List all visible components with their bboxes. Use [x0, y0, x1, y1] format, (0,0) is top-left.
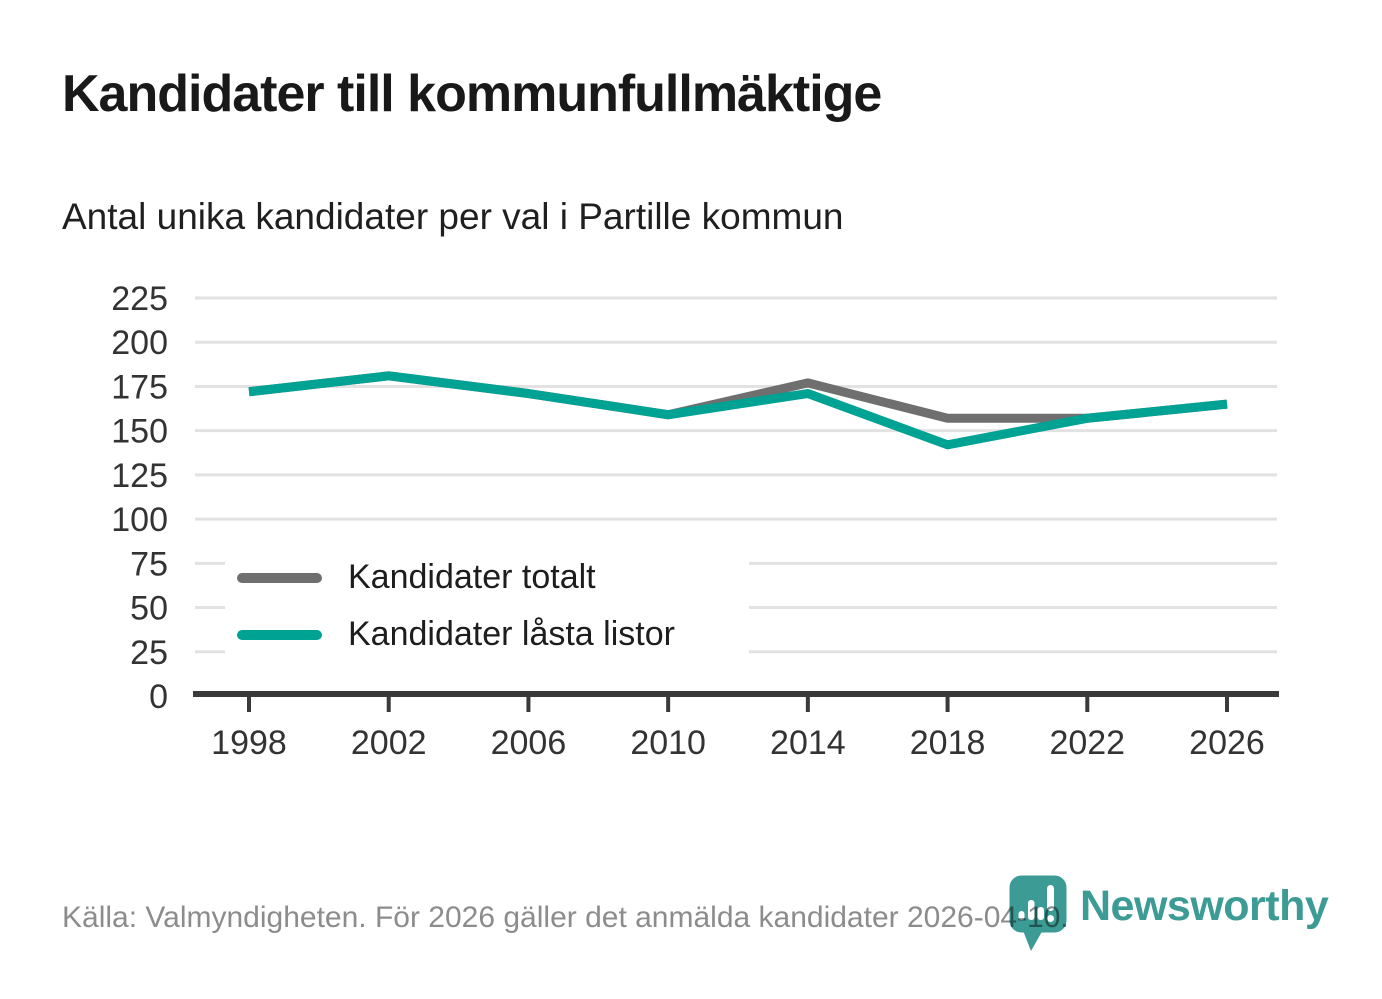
- y-tick-label: 200: [111, 324, 168, 362]
- x-tick-label: 1998: [211, 724, 287, 762]
- y-tick-label: 175: [111, 368, 168, 406]
- chart-legend: Kandidater totalt Kandidater låsta listo…: [225, 549, 749, 663]
- y-tick-label: 125: [111, 457, 168, 495]
- x-tick-label: 2018: [910, 724, 986, 762]
- source-note: Källa: Valmyndigheten. För 2026 gäller d…: [62, 901, 1069, 934]
- x-tick-label: 2022: [1049, 724, 1125, 762]
- x-tick-label: 2010: [630, 724, 706, 762]
- legend-item-total: Kandidater totalt: [225, 550, 749, 606]
- y-tick-label: 75: [130, 545, 168, 583]
- newsworthy-wordmark: Newsworthy: [1080, 882, 1329, 930]
- y-tick-label: 150: [111, 413, 168, 451]
- legend-label-total: Kandidater totalt: [348, 558, 596, 596]
- series-line-0: [248, 371, 1228, 423]
- y-tick-label: 50: [130, 590, 168, 628]
- legend-swatch-locked-lists: [237, 629, 322, 640]
- newsworthy-logo: Newsworthy: [1008, 874, 1329, 954]
- x-tick-label: 2002: [351, 724, 427, 762]
- chart-title: Kandidater till kommunfullmäktige: [62, 65, 882, 123]
- legend-swatch-total: [237, 572, 322, 583]
- x-tick-label: 2014: [770, 724, 846, 762]
- y-tick-label: 100: [111, 501, 168, 539]
- y-tick-label: 25: [130, 634, 168, 672]
- x-tick-label: 2006: [491, 724, 567, 762]
- series-line-1: [248, 371, 1228, 450]
- y-tick-label: 0: [149, 678, 168, 716]
- x-tick-label: 2026: [1189, 724, 1265, 762]
- legend-label-locked-lists: Kandidater låsta listor: [348, 615, 675, 653]
- chart-subtitle: Antal unika kandidater per val i Partill…: [62, 196, 844, 237]
- y-tick-label: 225: [111, 280, 168, 318]
- legend-item-locked-lists: Kandidater låsta listor: [225, 607, 749, 663]
- newsworthy-bubble-chart-icon: [1009, 875, 1067, 951]
